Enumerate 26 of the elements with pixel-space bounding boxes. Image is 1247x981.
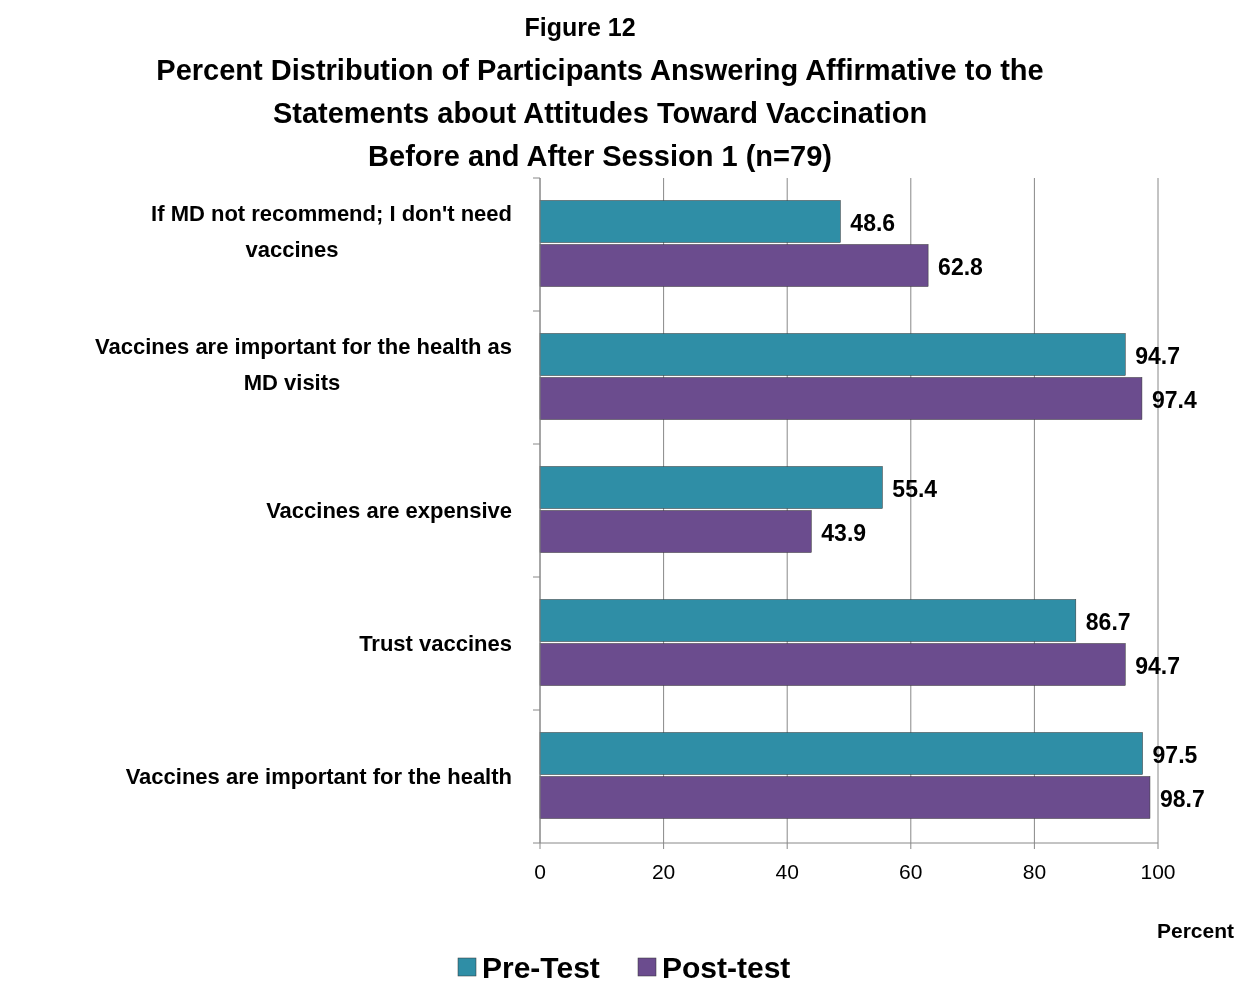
x-tick-label: 20 [651, 860, 676, 883]
data-label: 97.5 [1152, 741, 1198, 768]
y-tick-label: If MD not recommend; I don't need vaccines [151, 201, 512, 263]
chart-subtitle: Percent Distribution of Participants Answering Affirmative to the Statements about Attitudes Toward Vaccination Before and After Session 1 (n=79) [156, 54, 1044, 172]
data-label: 62.8 [938, 253, 984, 280]
y-tick-label: Trust vaccines [359, 631, 512, 657]
x-tick-label: 60 [899, 860, 923, 883]
data-label: 48.6 [850, 209, 896, 236]
y-tick-label: Vaccines are important for the health [125, 764, 512, 790]
legend-label: Pre-Test [482, 950, 600, 981]
x-tick-label: 80 [1022, 860, 1047, 883]
chart-title: Figure 12 [524, 13, 636, 41]
x-axis-title: Percent [1156, 919, 1234, 942]
x-tick-label: 0 [534, 860, 546, 883]
data-label: 55.4 [892, 475, 938, 502]
data-label: 98.7 [1159, 785, 1205, 812]
data-label: 86.7 [1085, 608, 1131, 635]
legend-label: Post-test [662, 950, 791, 981]
y-tick-label: Vaccines are expensive [266, 498, 512, 524]
data-label: 97.4 [1151, 386, 1197, 413]
y-tick-label: Vaccines are important for the health as MD visits [95, 334, 512, 396]
data-label: 94.7 [1135, 652, 1181, 679]
data-label: 43.9 [821, 519, 867, 546]
x-tick-label: 40 [775, 860, 799, 883]
data-label: 94.7 [1135, 342, 1181, 369]
x-tick-label: 100 [1140, 860, 1176, 883]
